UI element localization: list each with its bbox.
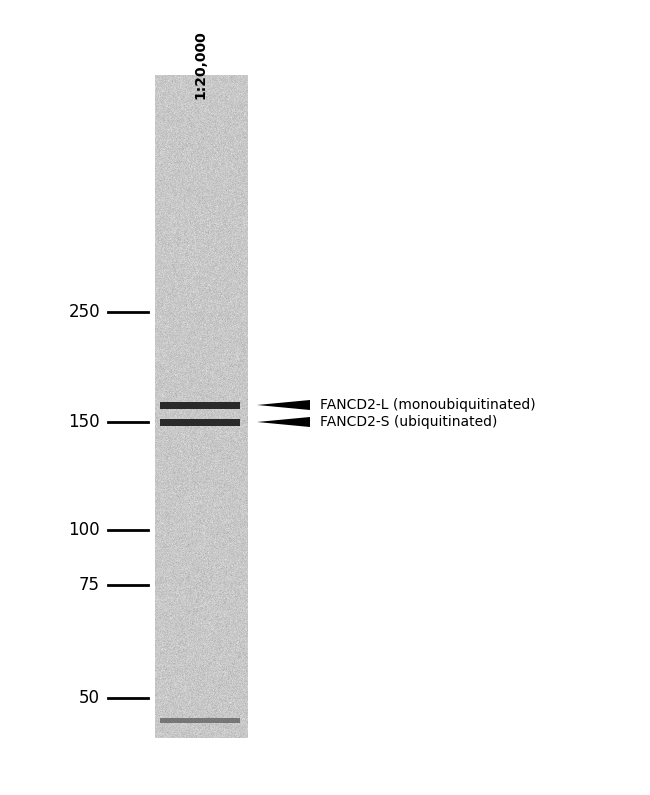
Text: 50: 50 bbox=[79, 689, 100, 707]
Polygon shape bbox=[257, 417, 310, 427]
Text: 1:20,000: 1:20,000 bbox=[193, 30, 207, 99]
Bar bbox=[160, 401, 240, 409]
Bar bbox=[160, 718, 240, 723]
Bar bbox=[160, 418, 240, 425]
Polygon shape bbox=[257, 400, 310, 410]
Text: 100: 100 bbox=[68, 521, 100, 539]
Text: FANCD2-L (monoubiquitinated): FANCD2-L (monoubiquitinated) bbox=[320, 398, 536, 412]
Text: 250: 250 bbox=[68, 303, 100, 321]
Text: 75: 75 bbox=[79, 576, 100, 594]
Text: 150: 150 bbox=[68, 413, 100, 431]
Text: FANCD2-S (ubiquitinated): FANCD2-S (ubiquitinated) bbox=[320, 415, 497, 429]
